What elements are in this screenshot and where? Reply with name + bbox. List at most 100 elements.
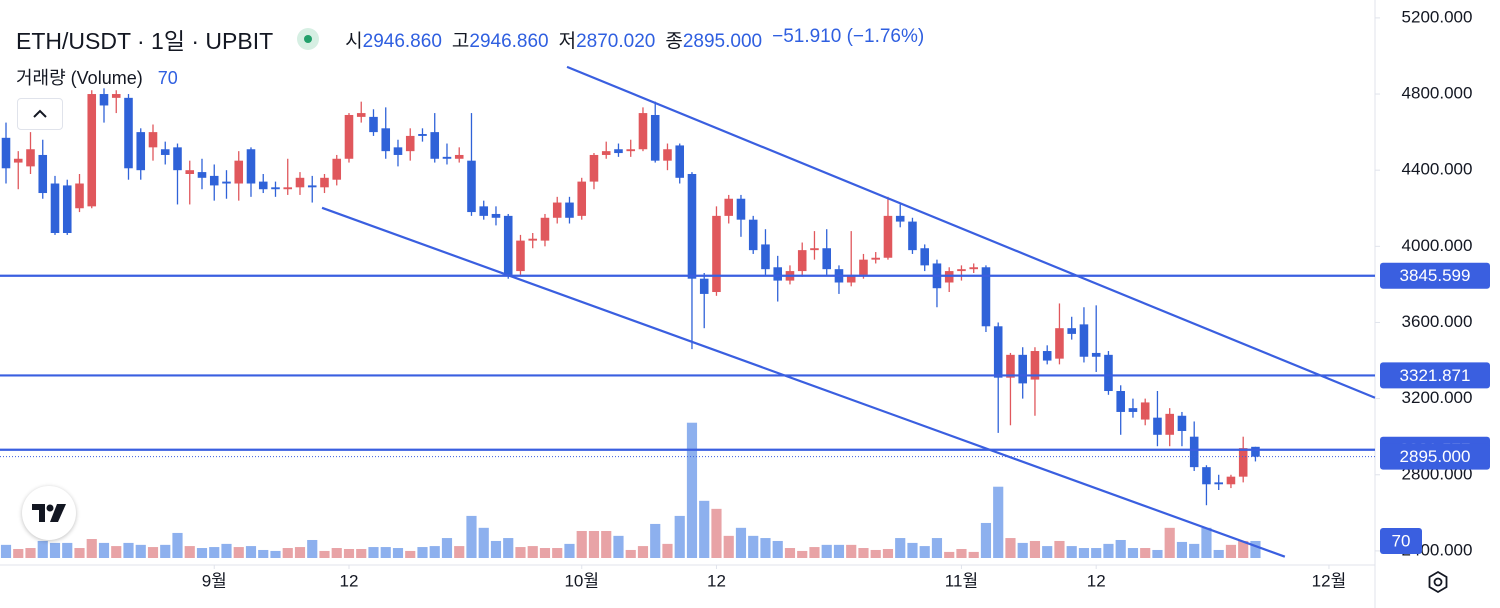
candle-body xyxy=(381,128,391,152)
candle-body xyxy=(430,132,440,159)
candle-body xyxy=(748,219,758,251)
volume-bar xyxy=(552,548,563,558)
volume-bar xyxy=(1115,539,1126,558)
volume-bar xyxy=(797,550,808,558)
candle-body xyxy=(871,257,880,260)
ohlc-item: 고2946.860 xyxy=(452,26,549,53)
candle-body xyxy=(222,181,231,184)
x-tick-label: 12월 xyxy=(1312,571,1347,590)
candle-body xyxy=(62,185,72,234)
plot-area xyxy=(0,65,1376,558)
candle-body xyxy=(565,202,574,218)
volume-bar xyxy=(760,538,771,558)
volume-bar xyxy=(37,540,48,558)
collapse-button[interactable] xyxy=(17,98,63,130)
volume-bar xyxy=(1017,542,1028,558)
candle-body xyxy=(663,149,672,161)
candle-body xyxy=(136,132,146,171)
volume-bar xyxy=(417,547,428,558)
volume-bar xyxy=(968,551,979,558)
candle-body xyxy=(1,137,11,169)
candle-body xyxy=(246,149,256,184)
candle-body xyxy=(307,185,317,188)
legend-header: ETH/USDT · 1일 · UPBIT 시2946.860 고2946.86… xyxy=(16,22,924,56)
volume-bar xyxy=(944,551,955,558)
candle-body xyxy=(846,274,856,283)
candle-body xyxy=(797,250,807,272)
volume-bar xyxy=(111,546,122,558)
y-tick-label: 4800.000 xyxy=(1402,84,1473,103)
volume-bar xyxy=(503,538,514,558)
trend-line xyxy=(566,65,1376,399)
volume-bar xyxy=(1225,544,1237,558)
ohlc-value: 2870.020 xyxy=(576,30,656,52)
candle-body xyxy=(1042,351,1052,361)
volume-bar xyxy=(221,543,232,558)
trend-line xyxy=(321,206,1286,558)
candle-body xyxy=(38,154,48,194)
candle-body xyxy=(736,198,746,220)
ohlc-item: 종2895.000 xyxy=(665,26,762,53)
volume-badge xyxy=(1380,527,1422,554)
volume-value: 70 xyxy=(157,68,178,88)
candle-body xyxy=(1030,351,1040,380)
y-tick-label: 4400.000 xyxy=(1402,160,1473,179)
candle-body xyxy=(454,154,464,159)
last-price-badge-label: 2895.000 xyxy=(1400,447,1471,466)
candle-body xyxy=(295,177,305,188)
volume-bar xyxy=(1152,549,1163,558)
volume-bar xyxy=(147,547,159,558)
candle-body xyxy=(577,181,587,216)
volume-bar xyxy=(637,546,649,558)
volume-bar xyxy=(209,547,220,558)
volume-bar xyxy=(858,548,869,558)
y-tick-label: 3200.000 xyxy=(1402,388,1473,407)
candle-body xyxy=(160,149,170,155)
volume-bar xyxy=(0,544,12,558)
candle-body xyxy=(626,149,636,152)
volume-bar xyxy=(25,548,36,558)
candle-body xyxy=(1079,324,1089,357)
candle-body xyxy=(761,244,770,270)
candle-body xyxy=(1189,436,1199,468)
x-tick-label: 12 xyxy=(1087,571,1106,590)
volume-bar xyxy=(895,538,906,558)
candle-body xyxy=(883,215,893,258)
volume-bar xyxy=(1140,548,1151,558)
candle-body xyxy=(479,206,489,216)
volume-bar xyxy=(368,547,379,558)
last-price-badge xyxy=(1380,443,1490,470)
volume-bar xyxy=(625,549,636,558)
ohlc-key: 저 xyxy=(558,30,577,52)
volume-bar xyxy=(294,547,306,558)
volume-bar xyxy=(515,547,526,558)
volume-bar xyxy=(1066,546,1077,558)
volume-bar xyxy=(1189,543,1200,558)
volume-bar xyxy=(833,544,845,558)
ohlc-value: 2946.860 xyxy=(362,30,442,52)
candle-body xyxy=(908,221,917,251)
volume-bar xyxy=(1176,541,1188,558)
settings-button[interactable] xyxy=(1426,570,1450,594)
candle-body xyxy=(993,326,1003,378)
candle-body xyxy=(1091,352,1101,357)
ohlc-key: 종 xyxy=(665,30,683,52)
candle-body xyxy=(50,183,60,234)
candle-body xyxy=(111,94,121,98)
logo[interactable] xyxy=(22,486,76,540)
candle-body xyxy=(75,183,84,209)
logo-icon xyxy=(32,504,66,522)
volume-bar xyxy=(748,535,759,558)
candle-body xyxy=(197,172,207,178)
x-tick-label: 12 xyxy=(707,571,726,590)
ohlc-key: 시 xyxy=(345,30,363,52)
candle-body xyxy=(418,134,427,136)
volume-bar xyxy=(307,539,318,558)
volume-bar xyxy=(74,548,85,558)
candle-body xyxy=(283,187,293,190)
candle-body xyxy=(895,215,905,222)
x-tick-label: 10월 xyxy=(564,571,599,590)
volume-bar xyxy=(919,546,930,558)
